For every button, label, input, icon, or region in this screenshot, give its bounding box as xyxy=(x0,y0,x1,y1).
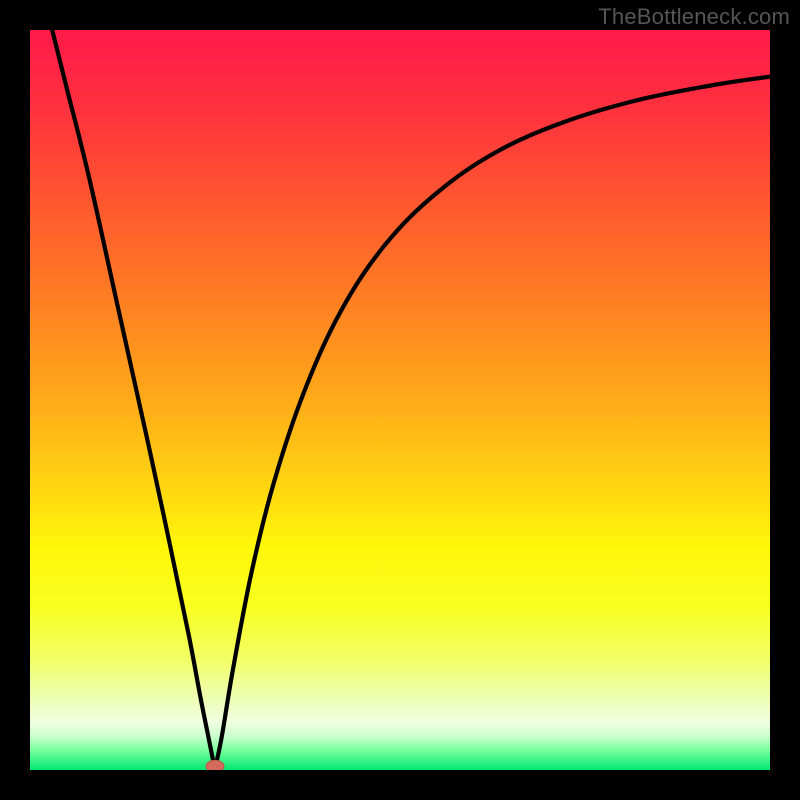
chart-frame: { "watermark": { "text": "TheBottleneck.… xyxy=(0,0,800,800)
minimum-marker xyxy=(206,760,224,772)
plot-background xyxy=(30,30,770,770)
bottleneck-chart xyxy=(0,0,800,800)
watermark-text: TheBottleneck.com xyxy=(598,4,790,30)
